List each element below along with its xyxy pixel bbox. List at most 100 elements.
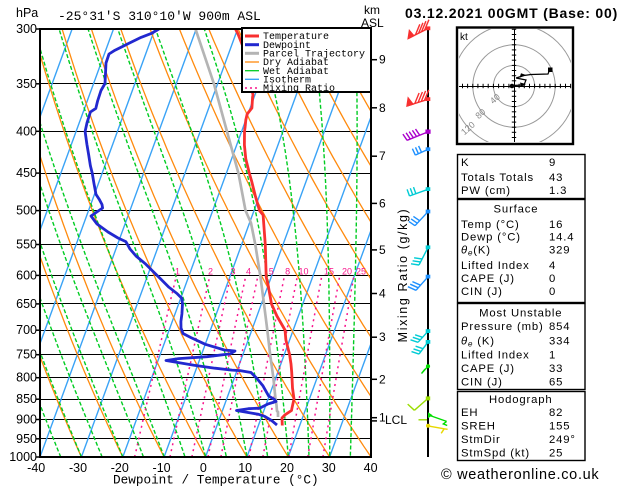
- svg-text:900: 900: [16, 413, 37, 427]
- svg-text:StmDir: StmDir: [461, 434, 501, 446]
- svg-text:Most Unstable: Most Unstable: [479, 308, 562, 320]
- svg-text:4: 4: [379, 287, 386, 301]
- svg-text:80: 80: [473, 107, 487, 121]
- svg-text:650: 650: [16, 297, 37, 311]
- svg-text:30: 30: [322, 461, 336, 475]
- svg-text:850: 850: [16, 392, 37, 406]
- svg-text:4: 4: [246, 267, 251, 277]
- svg-text:550: 550: [16, 238, 37, 252]
- svg-text:950: 950: [16, 432, 37, 446]
- svg-text:5: 5: [379, 243, 386, 257]
- svg-text:155: 155: [549, 421, 570, 433]
- svg-text:-40: -40: [27, 461, 45, 475]
- svg-text:Mixing Ratio (g/kg): Mixing Ratio (g/kg): [396, 208, 410, 343]
- svg-text:82: 82: [549, 407, 563, 419]
- svg-text:1.3: 1.3: [549, 185, 567, 197]
- svg-text:CIN (J): CIN (J): [461, 286, 503, 298]
- svg-text:-10: -10: [153, 461, 171, 475]
- svg-text:Surface: Surface: [494, 204, 539, 216]
- svg-text:Dry Adiabat: Dry Adiabat: [263, 57, 329, 69]
- svg-text:-25°31'S 310°10'W 900m ASL: -25°31'S 310°10'W 900m ASL: [58, 9, 261, 24]
- svg-text:CIN (J): CIN (J): [461, 377, 503, 389]
- svg-text:249°: 249°: [549, 434, 576, 446]
- svg-text:8: 8: [379, 101, 386, 115]
- svg-text:-20: -20: [111, 461, 129, 475]
- svg-text:EH: EH: [461, 407, 478, 419]
- svg-text:PW (cm): PW (cm): [461, 185, 511, 197]
- svg-text:334: 334: [549, 336, 570, 348]
- svg-text:65: 65: [549, 377, 563, 389]
- svg-text:7: 7: [379, 149, 386, 163]
- svg-text:θe (K): θe (K): [461, 336, 495, 349]
- svg-text:25: 25: [549, 448, 563, 460]
- svg-text:500: 500: [16, 204, 37, 218]
- svg-text:800: 800: [16, 371, 37, 385]
- svg-text:Wet Adiabat: Wet Adiabat: [263, 66, 329, 78]
- svg-text:700: 700: [16, 323, 37, 337]
- svg-text:854: 854: [549, 321, 570, 333]
- svg-text:14.4: 14.4: [549, 232, 574, 244]
- svg-text:θe(K): θe(K): [461, 245, 491, 258]
- svg-text:SREH: SREH: [461, 421, 496, 433]
- svg-text:StmSpd (kt): StmSpd (kt): [461, 448, 530, 460]
- svg-text:LCL: LCL: [385, 413, 407, 427]
- svg-text:km: km: [364, 3, 380, 17]
- svg-text:1: 1: [379, 411, 386, 425]
- svg-text:Dewpoint: Dewpoint: [263, 40, 311, 52]
- svg-text:1: 1: [549, 350, 556, 362]
- svg-text:03.12.2021 00GMT (Base: 00): 03.12.2021 00GMT (Base: 00): [405, 5, 618, 21]
- svg-text:Pressure (mb): Pressure (mb): [461, 321, 544, 333]
- svg-text:CAPE (J): CAPE (J): [461, 363, 515, 375]
- svg-text:2: 2: [208, 267, 213, 277]
- svg-text:Lifted Index: Lifted Index: [461, 350, 530, 362]
- svg-text:9: 9: [379, 53, 386, 67]
- svg-text:Totals Totals: Totals Totals: [461, 172, 534, 184]
- svg-text:© weatheronline.co.uk: © weatheronline.co.uk: [441, 467, 599, 483]
- svg-text:hPa: hPa: [16, 6, 38, 20]
- svg-text:Temp (°C): Temp (°C): [461, 219, 520, 231]
- svg-text:0: 0: [549, 286, 556, 298]
- svg-text:-30: -30: [69, 461, 87, 475]
- svg-text:1: 1: [175, 267, 180, 277]
- svg-text:600: 600: [16, 268, 37, 282]
- svg-text:5: 5: [269, 267, 274, 277]
- svg-text:15: 15: [324, 267, 334, 277]
- svg-text:350: 350: [16, 77, 37, 91]
- svg-text:450: 450: [16, 166, 37, 180]
- svg-text:40: 40: [488, 92, 502, 106]
- svg-text:K: K: [461, 157, 469, 169]
- svg-text:Dewp (°C): Dewp (°C): [461, 232, 521, 244]
- svg-text:2: 2: [379, 372, 386, 386]
- svg-text:Isotherm: Isotherm: [263, 75, 311, 87]
- svg-text:10: 10: [238, 461, 252, 475]
- svg-text:Temperature: Temperature: [263, 32, 329, 43]
- svg-text:20: 20: [342, 267, 352, 277]
- svg-text:6: 6: [379, 196, 386, 210]
- svg-text:329: 329: [549, 245, 570, 257]
- svg-text:0: 0: [549, 273, 556, 285]
- svg-text:3: 3: [230, 267, 235, 277]
- svg-text:400: 400: [16, 124, 37, 138]
- svg-text:10: 10: [298, 267, 308, 277]
- svg-text:Parcel Trajectory: Parcel Trajectory: [263, 49, 365, 61]
- svg-text:43: 43: [549, 172, 563, 184]
- svg-text:750: 750: [16, 348, 37, 362]
- svg-text:Lifted Index: Lifted Index: [461, 260, 530, 272]
- svg-text:CAPE (J): CAPE (J): [461, 273, 515, 285]
- svg-text:25: 25: [356, 267, 366, 277]
- svg-text:33: 33: [549, 363, 563, 375]
- svg-text:1000: 1000: [9, 450, 37, 464]
- svg-text:40: 40: [364, 461, 378, 475]
- svg-text:20: 20: [280, 461, 294, 475]
- svg-text:300: 300: [16, 22, 37, 36]
- svg-text:16: 16: [549, 219, 563, 231]
- svg-text:Hodograph: Hodograph: [489, 394, 553, 406]
- svg-text:0: 0: [200, 461, 207, 475]
- svg-text:4: 4: [549, 260, 556, 272]
- svg-text:3: 3: [379, 330, 386, 344]
- svg-text:ASL: ASL: [361, 16, 384, 30]
- svg-text:8: 8: [285, 267, 290, 277]
- svg-text:Dewpoint / Temperature (°C): Dewpoint / Temperature (°C): [113, 473, 319, 487]
- svg-text:9: 9: [549, 157, 556, 169]
- svg-text:kt: kt: [460, 32, 468, 43]
